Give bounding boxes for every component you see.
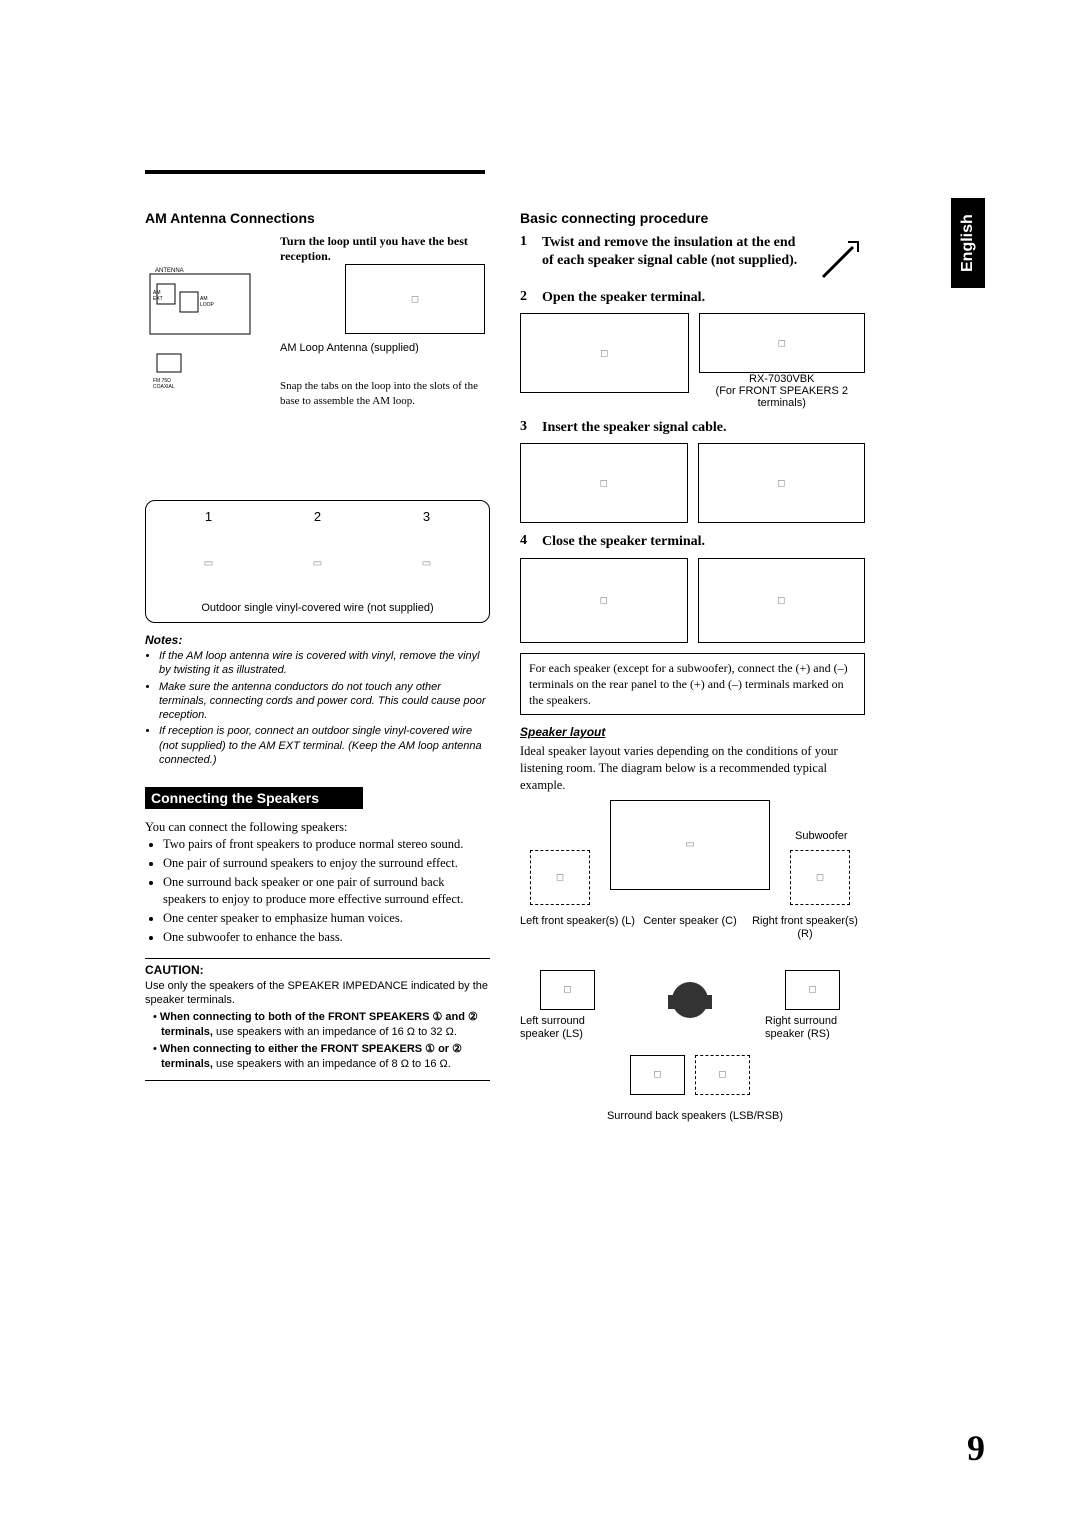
am-heading: AM Antenna Connections <box>145 210 490 226</box>
step-number: 2 <box>520 289 534 307</box>
surround-back-right-icon: ◻ <box>695 1055 750 1095</box>
right-column: Basic connecting procedure 1 Twist and r… <box>520 210 865 1150</box>
right-surround-icon: ◻ <box>785 970 840 1010</box>
assembly-num: 3 <box>423 509 430 524</box>
turn-loop-text: Turn the loop until you have the best re… <box>280 234 480 264</box>
listener-head-icon <box>660 965 720 1025</box>
step-text: Open the speaker terminal. <box>542 289 705 307</box>
layout-intro: Ideal speaker layout varies depending on… <box>520 743 865 794</box>
surround-back-label: Surround back speakers (LSB/RSB) <box>580 1110 810 1123</box>
svg-text:EXT: EXT <box>153 296 163 302</box>
note-item: Make sure the antenna conductors do not … <box>159 680 490 723</box>
step-number: 3 <box>520 419 534 437</box>
step-text: Insert the speaker signal cable. <box>542 419 726 437</box>
close-terminal-fig-a: ◻ <box>520 558 688 643</box>
speaker-bullet-list: Two pairs of front speakers to produce n… <box>145 836 490 945</box>
left-surround-icon: ◻ <box>540 970 595 1010</box>
right-front-speaker-icon: ◻ <box>790 850 850 905</box>
list-item: Two pairs of front speakers to produce n… <box>163 836 490 853</box>
left-front-speaker-icon: ◻ <box>530 850 590 905</box>
rx-label-a: RX-7030VBK <box>699 373 866 385</box>
step-text: Close the speaker terminal. <box>542 533 705 551</box>
section-heading: Connecting the Speakers <box>145 787 363 809</box>
left-front-label: Left front speaker(s) (L) <box>520 915 635 928</box>
am-antenna-diagram: ANTENNA AM EXT AM LOOP FM 75Ω COAXIAL Tu… <box>145 234 490 494</box>
loop-antenna-icon: ◻ <box>345 264 485 334</box>
caution-heading: CAUTION: <box>145 958 490 977</box>
page-number: 9 <box>967 1427 985 1469</box>
caution-intro: Use only the speakers of the SPEAKER IMP… <box>145 979 490 1009</box>
subwoofer-label: Subwoofer <box>795 830 848 843</box>
assembly-num: 1 <box>205 509 212 524</box>
assembly-num: 2 <box>314 509 321 524</box>
open-terminal-fig-a: ◻ <box>520 313 689 393</box>
right-front-label: Right front speaker(s) (R) <box>745 915 865 941</box>
note-item: If reception is poor, connect an outdoor… <box>159 724 490 767</box>
right-surround-label: Right surround speaker (RS) <box>765 1015 865 1041</box>
rx-label-b: (For FRONT SPEAKERS 2 terminals) <box>699 385 866 409</box>
language-tab: English <box>951 198 985 288</box>
insert-cable-fig-b: ◻ <box>698 443 866 523</box>
notes-block: Notes: If the AM loop antenna wire is co… <box>145 633 490 767</box>
surround-back-left-icon: ◻ <box>630 1055 685 1095</box>
top-rule <box>145 170 485 174</box>
svg-text:LOOP: LOOP <box>200 302 215 308</box>
notes-heading: Notes: <box>145 633 490 647</box>
svg-text:COAXIAL: COAXIAL <box>153 384 175 390</box>
center-label: Center speaker (C) <box>640 915 740 928</box>
basic-heading: Basic connecting procedure <box>520 210 865 226</box>
note-item: If the AM loop antenna wire is covered w… <box>159 649 490 678</box>
assembly-fig-1: ▭ <box>164 528 254 598</box>
step-2: 2 Open the speaker terminal. <box>520 289 865 307</box>
list-item: One subwoofer to enhance the bass. <box>163 929 490 946</box>
left-surround-label: Left surround speaker (LS) <box>520 1015 620 1041</box>
list-item: One center speaker to emphasize human vo… <box>163 910 490 927</box>
am-loop-label: AM Loop Antenna (supplied) <box>280 342 480 354</box>
step-4: 4 Close the speaker terminal. <box>520 533 865 551</box>
list-item: One surround back speaker or one pair of… <box>163 874 490 908</box>
terminal-block-icon: ANTENNA AM EXT AM LOOP FM 75Ω COAXIAL <box>145 264 260 414</box>
caution-item: • When connecting to both of the FRONT S… <box>153 1010 490 1040</box>
speaker-layout-heading: Speaker layout <box>520 725 865 739</box>
speaker-layout-diagram: ▭ ◻ ◻ Subwoofer Left front speaker(s) (L… <box>520 800 865 1150</box>
close-terminal-fig-b: ◻ <box>698 558 866 643</box>
step-number: 4 <box>520 533 534 551</box>
assembly-fig-2: ▭ <box>273 528 363 598</box>
open-terminal-fig-b: ◻ <box>699 313 866 373</box>
twist-cable-icon <box>810 234 865 289</box>
step-1: 1 Twist and remove the insulation at the… <box>520 234 800 270</box>
assembly-caption: Outdoor single vinyl-covered wire (not s… <box>154 602 481 614</box>
svg-text:ANTENNA: ANTENNA <box>155 268 184 274</box>
step-text: Twist and remove the insulation at the e… <box>542 234 800 270</box>
insert-cable-fig-a: ◻ <box>520 443 688 523</box>
snap-tabs-text: Snap the tabs on the loop into the slots… <box>280 379 490 409</box>
polarity-note-box: For each speaker (except for a subwoofer… <box>520 653 865 716</box>
tv-icon: ▭ <box>610 800 770 890</box>
speakers-intro: You can connect the following speakers: <box>145 819 490 836</box>
left-column: AM Antenna Connections ANTENNA AM EXT AM… <box>145 210 490 1150</box>
assembly-fig-3: ▭ <box>382 528 472 598</box>
list-item: One pair of surround speakers to enjoy t… <box>163 855 490 872</box>
assembly-steps-box: 1 2 3 ▭ ▭ ▭ Outdoor single vinyl-covered… <box>145 500 490 623</box>
caution-item: • When connecting to either the FRONT SP… <box>153 1042 490 1072</box>
step-3: 3 Insert the speaker signal cable. <box>520 419 865 437</box>
step-number: 1 <box>520 234 534 270</box>
caution-body: Use only the speakers of the SPEAKER IMP… <box>145 979 490 1081</box>
